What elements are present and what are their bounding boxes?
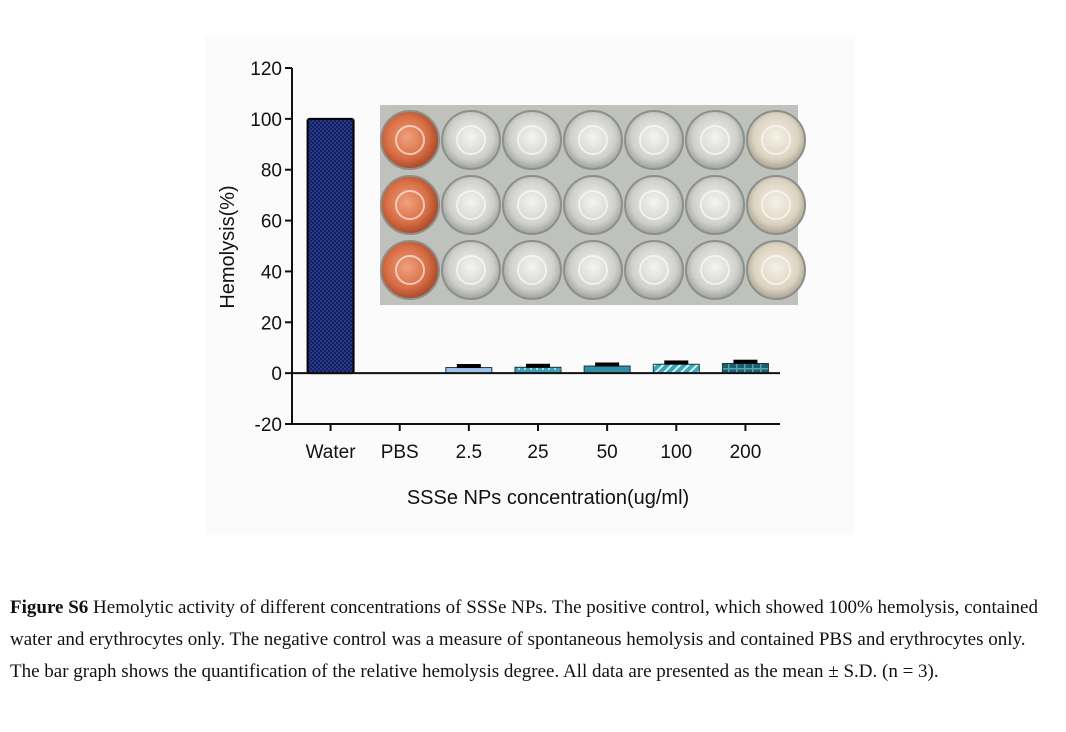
well xyxy=(380,175,440,235)
x-tick-label: 50 xyxy=(597,442,618,463)
x-axis-title: SSSe NPs concentration(ug/ml) xyxy=(407,487,689,509)
bar-50 xyxy=(583,365,631,374)
y-tick-label: 80 xyxy=(261,161,282,182)
well xyxy=(441,110,501,170)
well-rim xyxy=(639,125,669,155)
y-axis-title: Hemolysis(%) xyxy=(217,185,239,308)
y-tick-label: 60 xyxy=(261,212,282,233)
well-rim xyxy=(395,255,425,285)
well-rim xyxy=(761,190,791,220)
well xyxy=(380,240,440,300)
well xyxy=(746,175,806,235)
well-rim xyxy=(456,190,486,220)
well xyxy=(502,240,562,300)
x-tick-label: PBS xyxy=(381,442,419,463)
x-tick-label: Water xyxy=(306,442,357,463)
bar-200 xyxy=(721,362,769,374)
well-plate-photo xyxy=(380,105,806,305)
y-tick-label: 20 xyxy=(261,313,282,334)
well-rim xyxy=(395,125,425,155)
well-rim xyxy=(639,190,669,220)
y-tick-label: 100 xyxy=(250,110,282,131)
well-rim xyxy=(700,190,730,220)
y-tick-label: -20 xyxy=(255,415,282,436)
well xyxy=(380,110,440,170)
caption-label: Figure S6 xyxy=(10,597,89,618)
well-rim xyxy=(700,255,730,285)
well-rim xyxy=(700,125,730,155)
x-tick-label: 25 xyxy=(527,442,548,463)
well-rim xyxy=(761,125,791,155)
caption-text: Hemolytic activity of different concentr… xyxy=(10,597,1038,682)
well xyxy=(502,175,562,235)
well-rim xyxy=(639,255,669,285)
y-tick-label: 40 xyxy=(261,262,282,283)
well-rim xyxy=(761,255,791,285)
well xyxy=(624,110,684,170)
well xyxy=(746,110,806,170)
well xyxy=(563,110,623,170)
well-rim xyxy=(395,190,425,220)
y-tick-label: 120 xyxy=(250,59,282,80)
well xyxy=(685,175,745,235)
well-rim xyxy=(517,125,547,155)
well-rim xyxy=(578,190,608,220)
figure-caption: Figure S6 Hemolytic activity of differen… xyxy=(10,592,1055,688)
y-tick-label: 0 xyxy=(271,364,282,385)
well-rim xyxy=(578,125,608,155)
x-tick-label: 200 xyxy=(730,442,762,463)
well xyxy=(624,175,684,235)
hemolysis-bar-chart: -20 0 20 40 60 80 100 120 Water PBS 2.5 25 50 100 200… xyxy=(217,59,806,509)
well xyxy=(746,240,806,300)
x-tick-label: 100 xyxy=(660,442,692,463)
x-tick-label: 2.5 xyxy=(456,442,482,463)
well-rim xyxy=(578,255,608,285)
bar-water xyxy=(306,117,355,375)
well xyxy=(624,240,684,300)
well-rim xyxy=(517,255,547,285)
well-rim xyxy=(456,255,486,285)
well xyxy=(685,240,745,300)
well xyxy=(685,110,745,170)
well xyxy=(563,240,623,300)
well xyxy=(441,240,501,300)
bar-100 xyxy=(652,363,700,374)
well xyxy=(563,175,623,235)
well xyxy=(441,175,501,235)
well xyxy=(502,110,562,170)
well-rim xyxy=(456,125,486,155)
well-rim xyxy=(517,190,547,220)
